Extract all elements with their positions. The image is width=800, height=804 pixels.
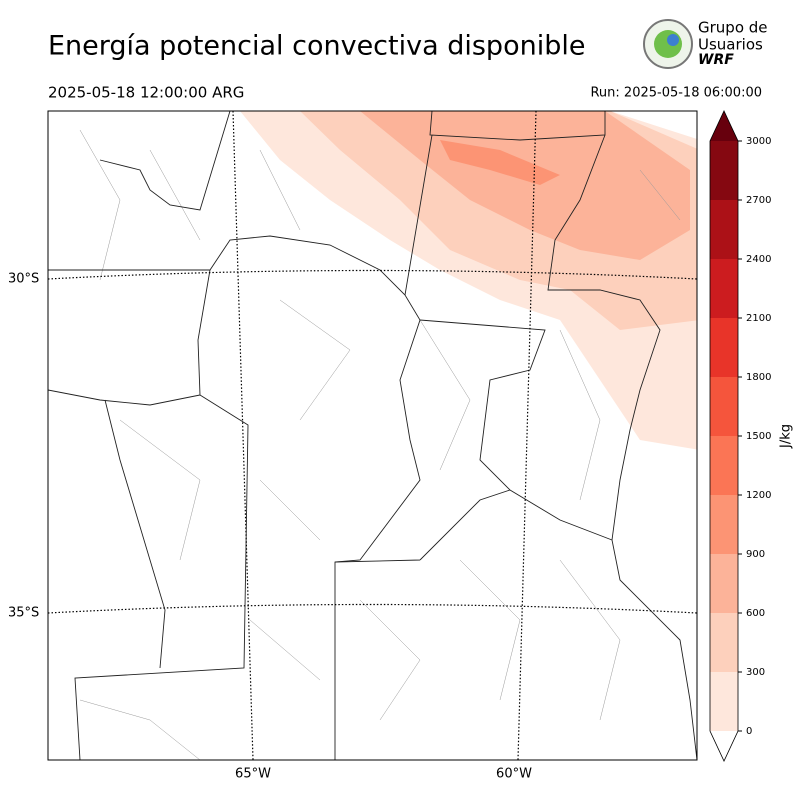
- colorbar-tick-label: 900: [746, 549, 765, 560]
- colorbar-tick-label: 1200: [746, 490, 771, 501]
- colorbar-tick-label: 600: [746, 608, 765, 619]
- lon-label: 60°W: [496, 767, 532, 782]
- logo: Grupo de Usuarios WRF: [643, 19, 768, 69]
- cape-shade: [360, 111, 690, 260]
- map-frame: [47, 110, 698, 761]
- lon-label: 65°W: [235, 767, 271, 782]
- colorbar-tick-label: 0: [746, 726, 752, 737]
- graticule: [48, 269, 697, 280]
- colorbar-tick-label: 2400: [746, 254, 771, 265]
- lat-label: 30°S: [8, 272, 39, 287]
- colorbar-segment: [710, 318, 738, 377]
- colorbar-tick-label: 3000: [746, 136, 771, 147]
- colorbar-extend: [710, 111, 738, 141]
- logo-text: WRF: [698, 52, 734, 68]
- logo-text: Grupo de: [698, 19, 768, 37]
- map: [48, 111, 697, 760]
- colorbar-segment: [710, 554, 738, 613]
- colorbar-tick-label: 2700: [746, 195, 771, 206]
- colorbar-label: J/kg: [779, 424, 794, 449]
- colorbar-tick-label: 300: [746, 667, 765, 678]
- colorbar-segment: [710, 436, 738, 495]
- colorbar-segment: [710, 141, 738, 200]
- colorbar-segment: [710, 377, 738, 436]
- colorbar-extend: [710, 731, 738, 761]
- colorbar-segment: [710, 200, 738, 259]
- valid-time: 2025-05-18 12:00:00 ARG: [48, 84, 244, 102]
- admin-lines: [48, 111, 697, 760]
- colorbar-tick-label: 1800: [746, 372, 771, 383]
- title: Energía potencial convectiva disponible: [48, 31, 585, 62]
- colorbar-segment: [710, 613, 738, 672]
- lat-label: 35°S: [8, 606, 39, 621]
- run-time: Run: 2025-05-18 06:00:00: [590, 86, 762, 101]
- graticule: [48, 603, 697, 614]
- colorbar-segment: [710, 259, 738, 318]
- graticule: [232, 111, 254, 760]
- cape-shade: [440, 140, 560, 185]
- logo-text: Usuarios: [698, 36, 763, 54]
- colorbar-tick-label: 2100: [746, 313, 771, 324]
- colorbar-segment: [710, 495, 738, 554]
- colorbar-tick-label: 1500: [746, 431, 771, 442]
- colorbar-segment: [710, 672, 738, 731]
